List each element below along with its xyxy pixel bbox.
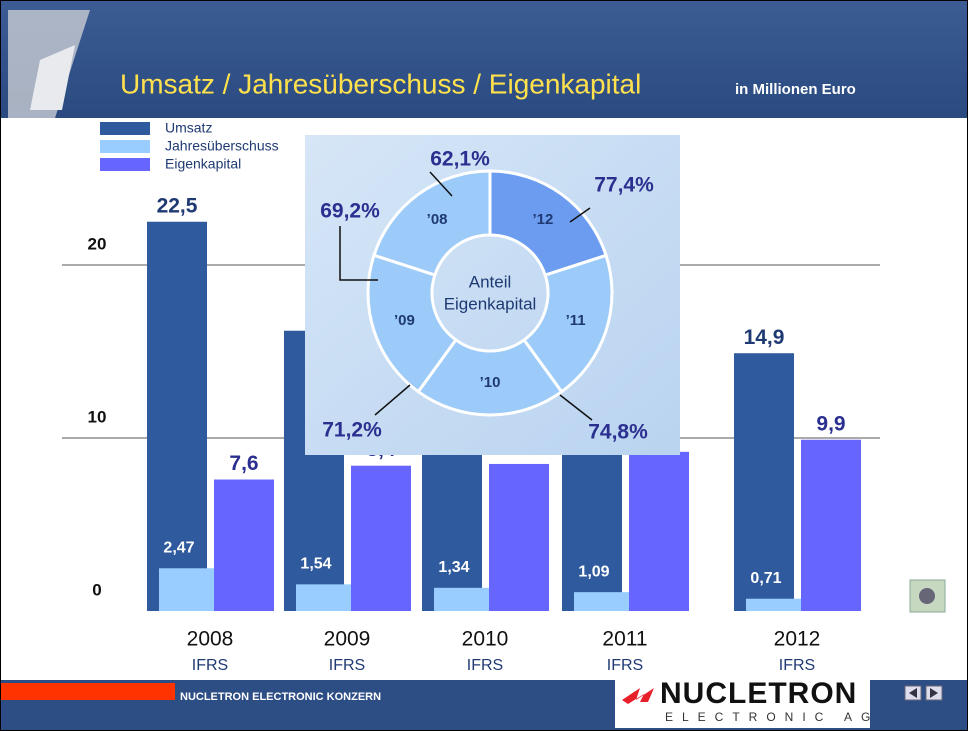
value-label: 69,2% (320, 200, 380, 223)
x-tick-sublabel: IFRS (607, 657, 643, 674)
x-tick-label: 2009 (324, 628, 371, 651)
legend-swatch (100, 122, 150, 135)
slide: Umsatz / Jahresüberschuss / Eigenkapital… (0, 0, 968, 731)
value-label: 1,54 (300, 556, 331, 573)
legend-label: Jahresüberschuss (165, 138, 279, 154)
value-label: 14,9 (744, 326, 785, 349)
info-icon (919, 588, 935, 604)
bar (159, 568, 219, 611)
x-tick-sublabel: IFRS (329, 657, 365, 674)
value-label: 2,47 (163, 539, 194, 556)
slice-label: ’08 (427, 211, 448, 228)
bar (296, 584, 356, 611)
value-label: 22,5 (157, 194, 198, 217)
bar (434, 588, 494, 611)
slice-label: ’12 (532, 211, 553, 228)
x-tick-label: 2008 (187, 628, 234, 651)
x-tick-label: 2012 (774, 628, 821, 651)
legend-label: Umsatz (165, 120, 212, 136)
value-label: 7,6 (229, 452, 258, 475)
slice-label: ’09 (394, 312, 415, 329)
y-tick-label: 0 (92, 580, 101, 599)
logo-text: NUCLETRON (660, 677, 857, 710)
header-band (0, 0, 968, 118)
bar (746, 599, 806, 611)
value-label: 77,4% (594, 174, 654, 197)
legend-swatch (100, 140, 150, 153)
bar (574, 592, 634, 611)
footer-accent (0, 683, 175, 700)
bar (801, 440, 861, 611)
value-label: 1,09 (578, 563, 609, 580)
value-label: 0,71 (750, 570, 781, 587)
bar (214, 480, 274, 611)
value-label: 9,9 (816, 412, 845, 435)
x-tick-label: 2010 (462, 628, 509, 651)
unit: in Millionen Euro (735, 81, 856, 98)
value-label: 71,2% (322, 419, 382, 442)
page: Umsatz / Jahresüberschuss / Eigenkapital… (0, 0, 968, 731)
y-tick-label: 20 (88, 234, 107, 253)
bar (351, 466, 411, 611)
x-tick-sublabel: IFRS (779, 657, 815, 674)
x-tick-sublabel: IFRS (192, 657, 228, 674)
footer-text: NUCLETRON ELECTRONIC KONZERN (180, 691, 381, 703)
bar (489, 464, 549, 611)
slice-label: ’11 (566, 312, 586, 329)
x-tick-sublabel: IFRS (467, 657, 503, 674)
legend-label: Eigenkapital (165, 156, 241, 172)
value-label: 74,8% (588, 421, 648, 444)
y-tick-label: 10 (88, 407, 107, 426)
bar (629, 452, 689, 611)
title: Umsatz / Jahresüberschuss / Eigenkapital (120, 68, 641, 99)
legend-swatch (100, 158, 150, 171)
slice-label: ’10 (480, 374, 501, 391)
value-label: 62,1% (430, 148, 490, 171)
logo-subtext: ELECTRONIC AG (665, 710, 879, 724)
x-tick-label: 2011 (602, 628, 647, 651)
center-label: Eigenkapital (444, 294, 537, 313)
value-label: 1,34 (438, 559, 469, 576)
center-label: Anteil (469, 272, 512, 291)
